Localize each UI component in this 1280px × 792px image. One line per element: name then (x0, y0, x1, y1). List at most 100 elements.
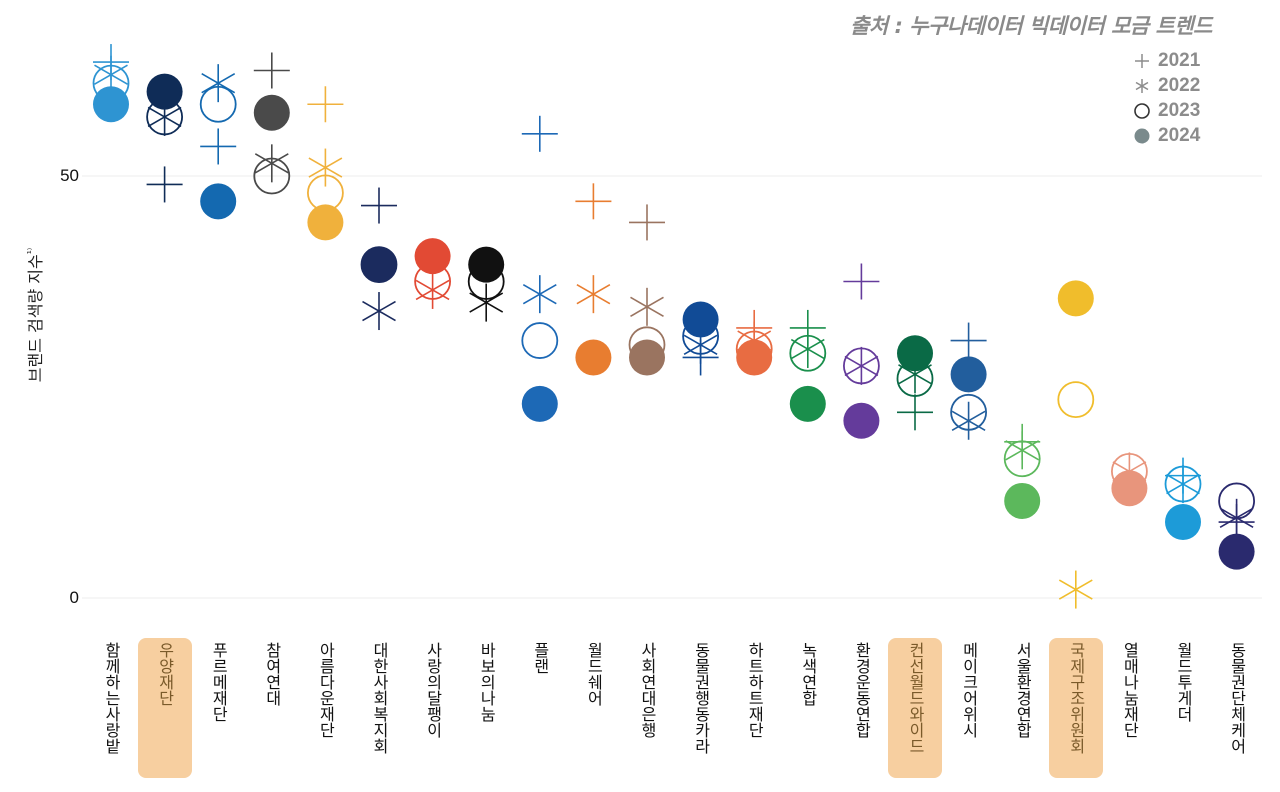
asterisk-stroke (898, 364, 932, 385)
asterisk-stroke (201, 72, 236, 94)
x-category: 사회연대은행 (620, 638, 674, 778)
marker-2024-filled-circle (146, 73, 183, 110)
x-category: 바보의나눔 (459, 638, 513, 778)
marker-2024-filled-circle (307, 204, 344, 241)
legend-item-2023: 2023 (1128, 98, 1200, 123)
x-category: 동물권행동카라 (674, 638, 728, 778)
marker-2021-plus (146, 166, 183, 203)
x-category: 아름다운재단 (298, 638, 352, 778)
marker-2024-filled-circle (897, 335, 933, 372)
marker-2022-asterisk (576, 275, 611, 314)
asterisk-stroke (1166, 473, 1200, 495)
x-tick-label: 동물권단체케어 (1227, 642, 1247, 754)
category-marker-group (1057, 280, 1095, 609)
marker-2021-plus (950, 322, 987, 359)
category-marker-group (575, 183, 612, 376)
marker-2024-filled-circle (521, 385, 558, 422)
marker-2022-asterisk (630, 287, 664, 326)
category-marker-group (467, 246, 505, 322)
x-category: 함께하는사랑밭 (84, 638, 138, 778)
marker-2021-plus (629, 204, 665, 241)
marker-2022-asterisk (522, 275, 557, 314)
legend-item-2021: 2021 (1128, 48, 1200, 73)
x-tick-label: 녹색연합 (798, 642, 818, 706)
marker-2024-filled-circle (1165, 504, 1201, 541)
asterisk-stroke (415, 279, 450, 301)
x-category: 메이크어위시 (942, 638, 996, 778)
x-tick-label: 메이크어위시 (959, 642, 979, 738)
marker-2022-asterisk (1005, 431, 1040, 470)
marker-2022-asterisk (308, 148, 343, 187)
asterisk-stroke (362, 300, 396, 322)
category-marker-group (146, 73, 184, 203)
marker-2023-open-circle (199, 85, 237, 123)
marker-2024-filled-circle (1111, 470, 1148, 507)
legend-label: 2024 (1158, 124, 1201, 146)
category-marker-group (1164, 457, 1202, 541)
marker-2024-filled-circle (93, 86, 129, 123)
category-marker-group (1111, 452, 1148, 507)
x-tick-label: 사회연대은행 (638, 642, 657, 738)
asterisk-stroke (94, 64, 128, 85)
x-category: 월드투게더 (1156, 638, 1210, 778)
category-marker-group (360, 187, 398, 331)
y-axis-label: 브랜드 검색량 지수¹⁾ (22, 248, 46, 382)
marker-2024-filled-circle (629, 339, 665, 376)
asterisk-stroke (522, 283, 557, 305)
marker-2021-plus (307, 86, 344, 123)
asterisk-stroke (790, 338, 825, 360)
marker-2021-plus (575, 183, 612, 220)
category-marker-group (682, 301, 719, 376)
marker-2022-asterisk (201, 64, 236, 103)
open-circle-marker-icon (1134, 102, 1150, 119)
marker-2023-open-circle (1057, 381, 1095, 419)
filled-circle-marker-icon (1134, 128, 1150, 143)
x-category: 컨선월드와이드 (888, 638, 942, 778)
marker-2022-asterisk (1166, 465, 1200, 504)
category-marker-group (306, 86, 344, 241)
y-tick-label: 0 (69, 588, 79, 607)
marker-2024-filled-circle (414, 238, 451, 275)
marker-2023-open-circle (1003, 440, 1041, 478)
marker-2022-asterisk (844, 346, 879, 385)
x-category: 대한사회복지회 (352, 638, 406, 778)
legend-item-2024: 2024 (1128, 123, 1200, 148)
marker-2023-open-circle (1164, 465, 1202, 503)
y-axis-label-footnote: ¹⁾ (26, 247, 38, 255)
category-marker-group (92, 44, 130, 123)
marker-2024-filled-circle (843, 402, 880, 439)
data-marks (92, 44, 1255, 609)
x-category: 월드쉐어 (566, 638, 620, 778)
category-marker-group (199, 64, 237, 220)
marker-2021-plus (843, 263, 880, 300)
asterisk-stroke (630, 296, 664, 318)
x-category: 플랜 (513, 638, 567, 778)
category-marker-group (1218, 482, 1255, 570)
asterisk-stroke (1058, 579, 1093, 600)
marker-2021-plus (897, 394, 933, 431)
legend-label: 2021 (1158, 49, 1201, 71)
category-marker-group (950, 322, 987, 440)
marker-2024-filled-circle (468, 246, 505, 283)
x-category: 열매나눔재단 (1102, 638, 1156, 778)
x-category: 국제구조위원회 (1048, 638, 1103, 778)
x-tick-label: 대한사회복지회 (370, 642, 389, 754)
x-tick-label: 환경운동연합 (852, 642, 872, 738)
asterisk-stroke (844, 355, 879, 377)
x-tick-label: 국제구조위원회 (1066, 642, 1086, 754)
x-category: 환경운동연합 (834, 638, 888, 778)
asterisk-stroke (147, 106, 182, 128)
x-category: 동물권단체케어 (1210, 638, 1264, 778)
x-tick-label: 열매나눔재단 (1120, 642, 1140, 738)
marker-2022-asterisk (1058, 570, 1093, 609)
marker-2022-asterisk (469, 283, 504, 322)
x-tick-label: 푸르메재단 (209, 642, 229, 722)
marker-2021-plus (521, 115, 558, 152)
asterisk-stroke (308, 157, 343, 178)
category-marker-group (735, 309, 773, 376)
marker-2021-plus (361, 187, 397, 224)
category-marker-group (1003, 423, 1041, 519)
x-category: 사랑의달팽이 (406, 638, 460, 778)
category-marker-group (253, 52, 291, 195)
marker-2024-filled-circle (575, 339, 612, 376)
